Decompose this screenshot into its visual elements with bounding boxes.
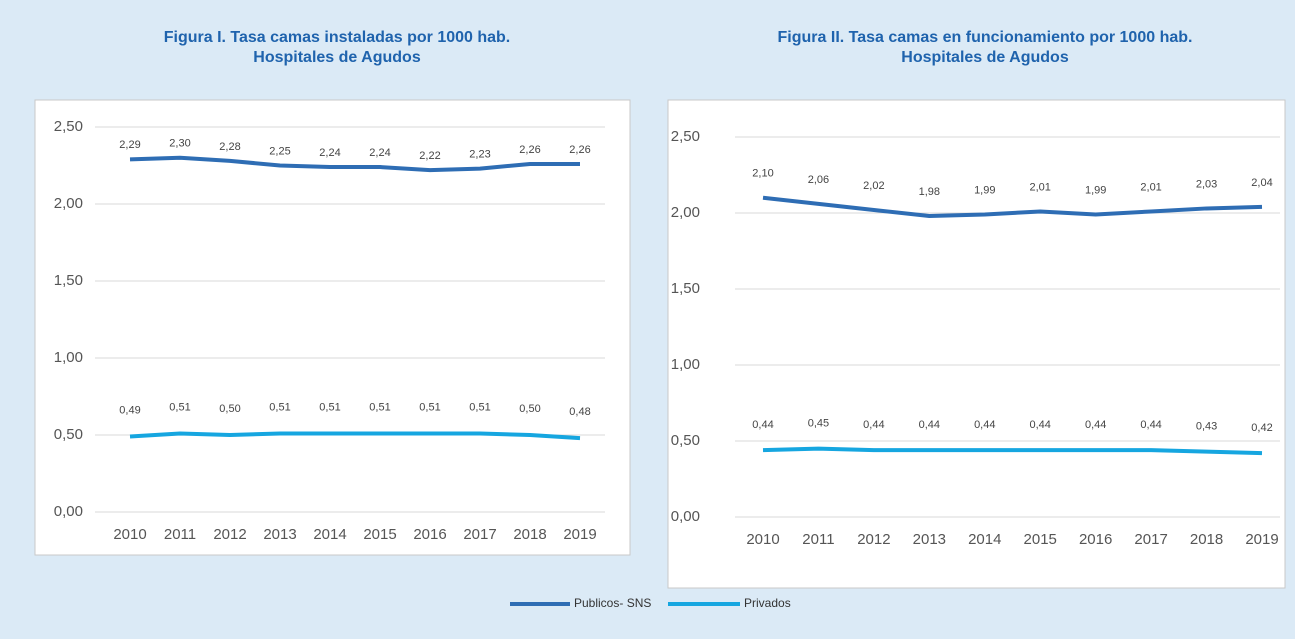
- y-tick-label: 2,00: [54, 195, 83, 212]
- series-line: [762, 446, 1263, 456]
- y-tick-label: 1,50: [671, 280, 700, 297]
- data-label: 0,44: [1085, 419, 1106, 431]
- x-tick-label: 2013: [913, 531, 946, 548]
- data-label: 2,30: [169, 138, 190, 150]
- data-label: 1,99: [1085, 184, 1106, 196]
- data-label: 2,24: [369, 147, 390, 159]
- data-label: 2,02: [863, 180, 884, 192]
- data-label: 2,23: [469, 148, 490, 160]
- data-label: 2,10: [752, 168, 773, 180]
- data-label: 2,22: [419, 150, 440, 162]
- data-label: 2,28: [219, 141, 240, 153]
- x-tick-label: 2017: [1134, 531, 1167, 548]
- y-tick-label: 1,00: [54, 349, 83, 366]
- x-tick-label: 2014: [313, 526, 346, 543]
- data-label: 0,51: [369, 401, 390, 413]
- legend-label: Privados: [744, 596, 791, 610]
- x-tick-label: 2016: [1079, 531, 1112, 548]
- data-label: 2,29: [119, 139, 140, 151]
- data-label: 0,44: [1140, 419, 1161, 431]
- data-label: 0,44: [863, 419, 884, 431]
- data-label: 0,44: [1030, 419, 1051, 431]
- data-label: 2,03: [1196, 178, 1217, 190]
- y-tick-label: 0,50: [54, 426, 83, 443]
- y-tick-label: 2,50: [54, 118, 83, 135]
- data-label: 2,26: [519, 144, 540, 156]
- data-label: 0,51: [419, 401, 440, 413]
- data-label: 0,43: [1196, 421, 1217, 433]
- y-tick-label: 1,50: [54, 272, 83, 289]
- data-label: 2,06: [808, 174, 829, 186]
- x-tick-label: 2018: [513, 526, 546, 543]
- chart-title: Figura I. Tasa camas instaladas por 1000…: [164, 29, 511, 46]
- series-line: [129, 431, 581, 441]
- x-tick-label: 2017: [463, 526, 496, 543]
- data-label: 0,44: [752, 419, 773, 431]
- legend-label: Publicos- SNS: [574, 596, 651, 610]
- x-tick-label: 2018: [1190, 531, 1223, 548]
- x-tick-label: 2014: [968, 531, 1001, 548]
- data-label: 0,44: [974, 419, 995, 431]
- data-label: 1,98: [919, 186, 940, 198]
- series-line: [129, 155, 580, 173]
- chart-subtitle: Hospitales de Agudos: [901, 49, 1069, 66]
- plot-panel: [34, 99, 631, 556]
- data-label: 2,24: [319, 147, 340, 159]
- data-label: 2,25: [269, 145, 290, 157]
- x-tick-label: 2011: [164, 526, 196, 543]
- data-label: 0,44: [919, 419, 940, 431]
- data-label: 0,51: [469, 401, 490, 413]
- x-tick-label: 2015: [1024, 531, 1057, 548]
- x-tick-label: 2011: [802, 531, 834, 548]
- data-label: 0,48: [569, 406, 590, 418]
- y-tick-label: 0,00: [54, 503, 83, 520]
- chart-subtitle: Hospitales de Agudos: [253, 49, 421, 66]
- y-tick-label: 0,50: [671, 432, 700, 449]
- data-label: 1,99: [974, 184, 995, 196]
- x-tick-label: 2016: [413, 526, 446, 543]
- y-tick-label: 2,00: [671, 204, 700, 221]
- data-label: 0,50: [519, 403, 540, 415]
- data-label: 0,51: [319, 401, 340, 413]
- data-label: 0,45: [808, 418, 829, 430]
- x-tick-label: 2010: [746, 531, 779, 548]
- data-label: 2,01: [1140, 181, 1161, 193]
- data-label: 2,04: [1251, 177, 1272, 189]
- x-tick-label: 2010: [113, 526, 146, 543]
- y-tick-label: 2,50: [671, 128, 700, 145]
- data-label: 0,49: [119, 404, 140, 416]
- data-label: 0,42: [1251, 422, 1272, 434]
- plot-panel: [667, 99, 1286, 589]
- y-tick-label: 0,00: [671, 508, 700, 525]
- x-tick-label: 2012: [857, 531, 890, 548]
- x-tick-label: 2012: [213, 526, 246, 543]
- chart-title: Figura II. Tasa camas en funcionamiento …: [778, 29, 1193, 46]
- data-label: 0,50: [219, 403, 240, 415]
- series-line: [762, 195, 1263, 219]
- x-tick-label: 2013: [263, 526, 296, 543]
- x-tick-label: 2015: [363, 526, 396, 543]
- x-tick-label: 2019: [563, 526, 596, 543]
- data-label: 2,26: [569, 144, 590, 156]
- y-tick-label: 1,00: [671, 356, 700, 373]
- x-tick-label: 2019: [1245, 531, 1278, 548]
- data-label: 2,01: [1030, 181, 1051, 193]
- data-label: 0,51: [169, 401, 190, 413]
- data-label: 0,51: [269, 401, 290, 413]
